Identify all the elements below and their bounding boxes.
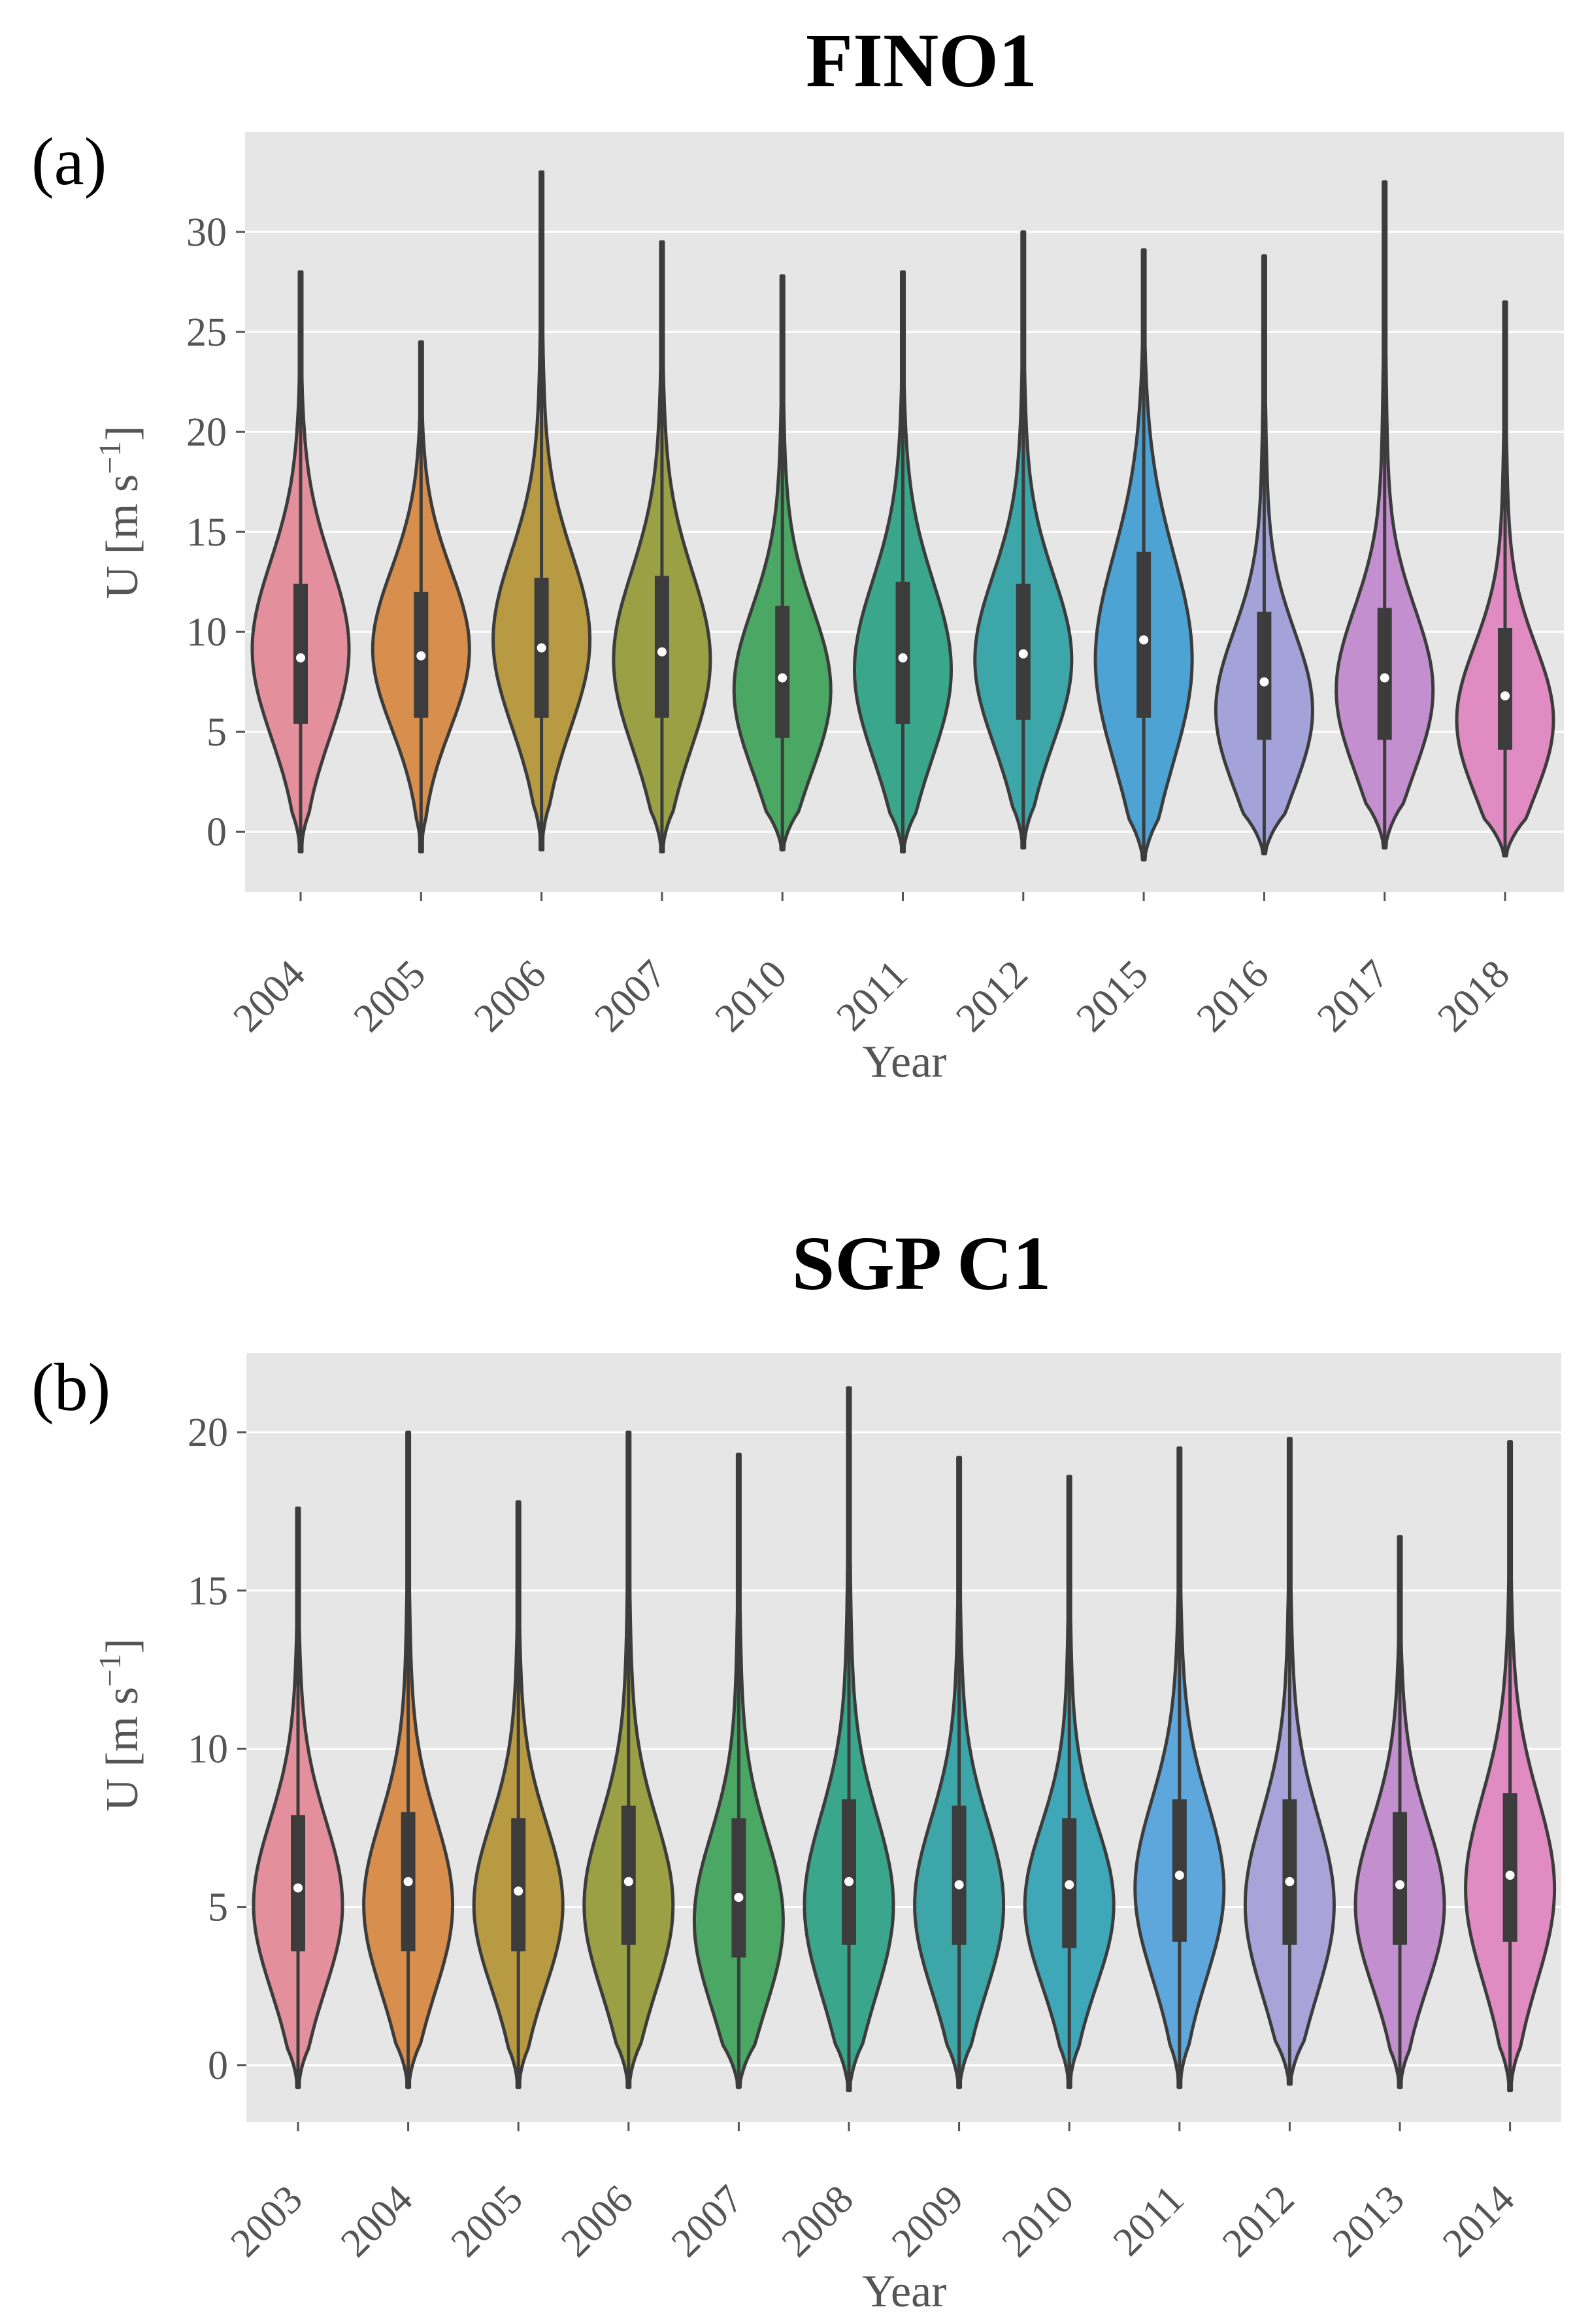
violin-median [1505,1871,1515,1880]
violin-median [537,643,546,653]
x-tick-label: 2017 [1309,952,1398,1041]
y-tick-label: 0 [208,2044,228,2088]
y-tick-label: 20 [188,1411,228,1455]
panel-label-b: (b) [31,1350,110,1425]
x-tick-label: 2015 [1068,952,1157,1041]
x-tick-label: 2018 [1429,952,1518,1041]
x-tick-label: 2011 [1105,2177,1193,2265]
x-tick-label: 2016 [1189,952,1278,1041]
x-tick-label: 2008 [773,2177,862,2266]
violin-iqr-box [895,581,910,724]
violin-median [296,653,305,663]
y-axis-label-a: U [m s−1] [93,426,148,599]
y-axis-label-a-main: U [m s [97,474,148,599]
violin-iqr-box [1136,551,1152,718]
y-tick-label: 5 [208,1886,228,1930]
violin-iqr-box [731,1818,746,1958]
y-tick-label: 15 [188,1569,228,1613]
y-tick-label: 10 [186,610,227,655]
violin-median [514,1886,523,1896]
violin-median [1139,635,1149,645]
violin-iqr-box [1282,1799,1297,1945]
violin-median [1065,1880,1074,1890]
violin-iqr-box [1393,1812,1407,1945]
violin-median [1501,691,1510,701]
violin-iqr-box [842,1799,856,1945]
x-tick-label: 2012 [948,952,1036,1041]
plot-area-b [246,1353,1561,2122]
x-tick-label: 2004 [333,2177,422,2266]
violin-median [778,673,788,683]
violin-median [844,1876,854,1886]
violin-iqr-box [1502,1793,1517,1942]
violin-iqr-box [952,1805,967,1945]
violin-median [1395,1880,1404,1890]
x-tick-label: 2006 [553,2177,642,2266]
violin-iqr-box [291,1815,305,1952]
violin-iqr-box [511,1818,526,1952]
x-tick-label: 2004 [225,952,314,1041]
x-tick-label: 2011 [828,952,916,1039]
violin-iqr-box [621,1805,636,1945]
chart-title-a: FINO1 [806,18,1037,103]
y-axis-label-b-sup: −1 [93,1654,127,1687]
violins-b [252,1386,1557,2093]
violin-median [1285,1876,1295,1886]
violin-median [416,651,426,661]
violin-iqr-box [654,576,669,718]
x-tick-label: 2005 [442,2177,531,2266]
violin-median [293,1883,303,1893]
x-tick-label: 2003 [222,2177,311,2266]
violin-median [403,1876,413,1886]
x-tick-label: 2010 [706,952,795,1041]
y-tick-label: 15 [186,510,227,555]
x-tick-labels-a: 2004 2005 2006 2007 2010 2011 2012 2015 2016 2017… [225,892,1518,1041]
violin-median [1380,673,1389,683]
y-tick-label: 25 [186,310,227,355]
y-axis-label-b-main: U [m s [97,1687,148,1812]
violin-median [954,1880,964,1890]
x-tick-labels-b: 2003 2004 2005 2006 2007 2008 2009 2010 2011 2012… [222,2122,1523,2266]
y-axis-label-b: U [m s−1] [93,1639,148,1812]
violin-median [657,647,667,657]
violin-iqr-box [1257,612,1272,740]
x-axis-label-a: Year [863,1037,947,1087]
y-tick-label: 30 [186,210,227,255]
x-tick-label: 2012 [1214,2177,1303,2266]
violin-median [1018,649,1028,659]
violin-iqr-box [1172,1799,1187,1942]
y-tick-label: 20 [186,410,227,455]
y-tick-label: 0 [207,810,227,855]
x-tick-label: 2009 [884,2177,972,2266]
y-axis-label-b-close: ] [97,1639,148,1654]
violin-median [734,1893,744,1903]
y-tick-labels-a: 0 5 10 15 20 25 30 [186,210,245,855]
x-tick-label: 2007 [663,2177,752,2266]
grid-b [246,1431,1561,2067]
chart-title-b: SGP C1 [792,1220,1052,1306]
panel-label-a: (a) [31,124,107,199]
violin-median [1174,1871,1184,1880]
y-tick-labels-b: 0 5 10 15 20 [188,1411,246,2088]
panel-b: SGP C1 (b) 0 5 10 15 20 2003 2004 2005 2006 2007… [31,1220,1561,2317]
x-tick-label: 2005 [345,952,434,1041]
y-tick-label: 10 [188,1727,228,1771]
x-axis-label-b: Year [863,2267,947,2317]
violins-a [250,170,1555,862]
y-tick-label: 5 [207,710,227,755]
x-tick-label: 2007 [586,952,675,1041]
y-axis-label-a-close: ] [97,426,148,441]
violin-median [1259,677,1269,687]
violin-median [623,1876,633,1886]
x-tick-label: 2006 [466,952,555,1041]
x-tick-label: 2013 [1324,2177,1413,2266]
x-tick-label: 2010 [993,2177,1082,2266]
violin-median [898,653,908,663]
violin-iqr-box [1498,628,1512,750]
violin-iqr-box [775,606,790,738]
y-axis-label-a-sup: −1 [93,441,127,474]
x-tick-label: 2014 [1434,2177,1523,2266]
